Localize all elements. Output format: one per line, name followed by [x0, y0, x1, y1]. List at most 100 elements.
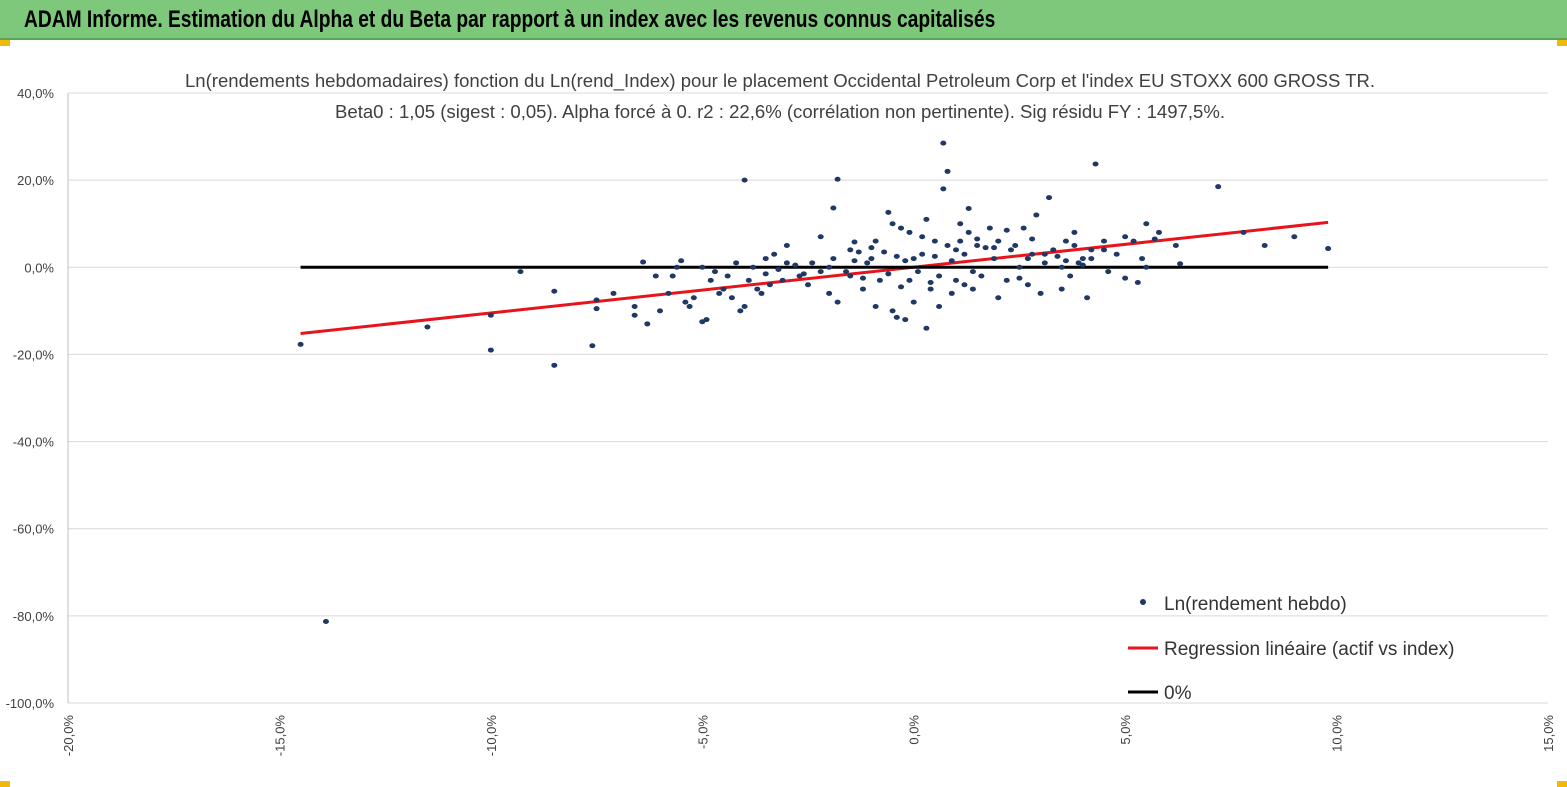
- data-point: [1003, 227, 1010, 233]
- legend-label: Ln(rendement hebdo): [1164, 594, 1347, 615]
- data-point: [826, 290, 833, 296]
- data-point: [699, 264, 706, 270]
- data-point: [978, 273, 985, 279]
- data-point: [859, 286, 866, 292]
- data-point: [754, 286, 761, 292]
- data-point: [1024, 282, 1031, 288]
- data-point: [1101, 238, 1107, 244]
- selection-handle-top-right[interactable]: [1557, 40, 1567, 46]
- data-point: [640, 259, 647, 265]
- data-point: [1071, 229, 1078, 235]
- y-tick-label: -80,0%: [13, 609, 55, 624]
- data-point: [1029, 251, 1036, 257]
- data-point: [957, 238, 964, 244]
- data-point: [936, 273, 943, 279]
- data-point: [927, 280, 934, 286]
- selection-handle-bottom-right[interactable]: [1557, 781, 1567, 787]
- data-point: [991, 256, 998, 262]
- data-point: [1041, 251, 1048, 257]
- data-point: [800, 271, 807, 277]
- y-tick-label: -60,0%: [13, 522, 55, 537]
- data-point: [1130, 238, 1137, 244]
- data-point: [965, 229, 972, 235]
- data-point: [1122, 234, 1129, 240]
- data-point: [644, 321, 651, 327]
- data-point: [940, 140, 947, 146]
- data-point: [902, 258, 909, 264]
- data-point: [610, 290, 617, 296]
- data-point: [792, 262, 799, 268]
- report-header-title: ADAM Informe. Estimation du Alpha et du …: [24, 6, 996, 33]
- data-point: [817, 234, 824, 240]
- data-point: [1155, 229, 1162, 235]
- data-point: [1067, 273, 1074, 279]
- y-tick-label: 0,0%: [24, 260, 54, 275]
- data-point: [1092, 161, 1099, 167]
- data-point: [1261, 243, 1268, 248]
- data-point: [872, 304, 879, 309]
- data-point: [1113, 251, 1120, 257]
- data-point: [805, 282, 811, 288]
- data-point: [1046, 195, 1053, 201]
- data-point: [826, 264, 833, 270]
- data-point: [707, 277, 714, 283]
- chart-points: [297, 140, 1332, 625]
- data-point: [914, 269, 921, 275]
- data-point: [322, 619, 329, 625]
- data-point: [893, 253, 900, 259]
- y-tick-label: -40,0%: [13, 435, 55, 450]
- x-tick-label: 10,0%: [1330, 715, 1345, 752]
- data-point: [872, 238, 879, 244]
- data-point: [953, 277, 959, 283]
- data-point: [1151, 236, 1158, 242]
- data-point: [995, 238, 1002, 244]
- data-point: [783, 260, 790, 266]
- data-point: [1172, 243, 1179, 248]
- data-point: [889, 308, 896, 314]
- data-point: [1122, 275, 1129, 281]
- x-axis-tick-labels: -20,0% -15,0% -10,0% -5,0% 0,0% 5,0% 10,0% 15,0…: [61, 715, 1556, 757]
- data-point: [631, 312, 638, 318]
- data-point: [1007, 247, 1014, 253]
- data-point: [859, 275, 866, 281]
- data-point: [741, 177, 748, 183]
- selection-handle-bottom-left[interactable]: [0, 781, 10, 787]
- legend-marker-points: [1140, 599, 1146, 605]
- data-point: [1291, 234, 1298, 240]
- data-point: [902, 317, 909, 323]
- data-point: [720, 286, 727, 292]
- data-point: [1071, 243, 1078, 248]
- data-point: [678, 258, 685, 264]
- data-point: [775, 266, 782, 272]
- data-point: [779, 277, 786, 283]
- selection-handle-top-left[interactable]: [0, 40, 10, 46]
- data-point: [851, 239, 858, 245]
- data-point: [969, 286, 976, 292]
- y-tick-label: -100,0%: [6, 696, 55, 711]
- data-point: [961, 282, 968, 288]
- data-point: [1016, 264, 1023, 270]
- x-tick-label: -10,0%: [484, 715, 499, 757]
- data-point: [1088, 247, 1095, 253]
- data-point: [1134, 280, 1141, 286]
- data-point: [1050, 247, 1057, 253]
- data-point: [1029, 236, 1036, 242]
- data-point: [847, 247, 854, 253]
- x-tick-label: -5,0%: [695, 715, 710, 749]
- x-tick-label: -20,0%: [61, 715, 76, 757]
- data-point: [1105, 269, 1112, 275]
- data-point: [1143, 221, 1150, 227]
- data-point: [898, 225, 905, 231]
- data-point: [1139, 256, 1146, 262]
- data-point: [593, 297, 600, 303]
- data-point: [893, 314, 900, 320]
- data-point: [885, 271, 892, 277]
- data-point: [936, 304, 943, 309]
- data-point: [487, 312, 494, 318]
- data-point: [711, 269, 718, 275]
- data-point: [665, 290, 672, 296]
- y-tick-label: 20,0%: [17, 173, 54, 188]
- data-point: [297, 341, 304, 347]
- data-point: [1033, 212, 1040, 218]
- data-point: [750, 264, 757, 270]
